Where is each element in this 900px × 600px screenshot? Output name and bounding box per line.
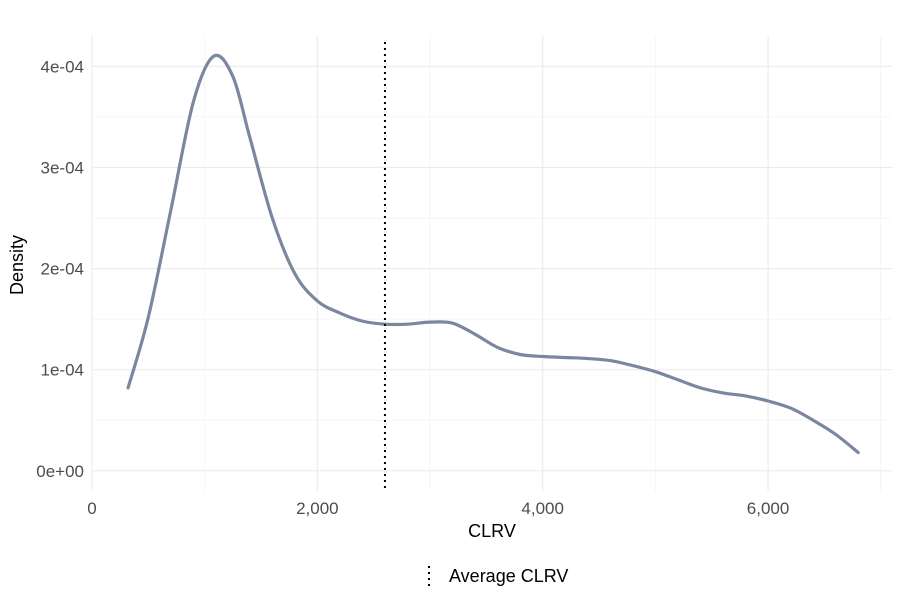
y-tick-label: 2e-04 bbox=[41, 260, 84, 279]
legend: Average CLRV bbox=[428, 566, 568, 586]
y-axis-ticks: 0e+00 1e-04 2e-04 3e-04 4e-04 bbox=[36, 57, 84, 480]
y-tick-label: 0e+00 bbox=[36, 462, 84, 481]
series-layer bbox=[126, 53, 860, 455]
y-axis-title: Density bbox=[7, 235, 27, 295]
y-tick-label: 1e-04 bbox=[41, 361, 84, 380]
x-tick-label: 4,000 bbox=[521, 499, 564, 518]
y-tick-label: 4e-04 bbox=[41, 57, 84, 76]
y-tick-label: 3e-04 bbox=[41, 158, 84, 177]
grid bbox=[91, 36, 892, 491]
density-curve bbox=[126, 53, 860, 455]
x-axis-ticks: 0 2,000 4,000 6,000 bbox=[87, 499, 789, 518]
x-axis-title: CLRV bbox=[468, 521, 516, 541]
x-tick-label: 0 bbox=[87, 499, 96, 518]
x-tick-label: 2,000 bbox=[296, 499, 339, 518]
x-tick-label: 6,000 bbox=[747, 499, 790, 518]
legend-label: Average CLRV bbox=[449, 566, 568, 586]
